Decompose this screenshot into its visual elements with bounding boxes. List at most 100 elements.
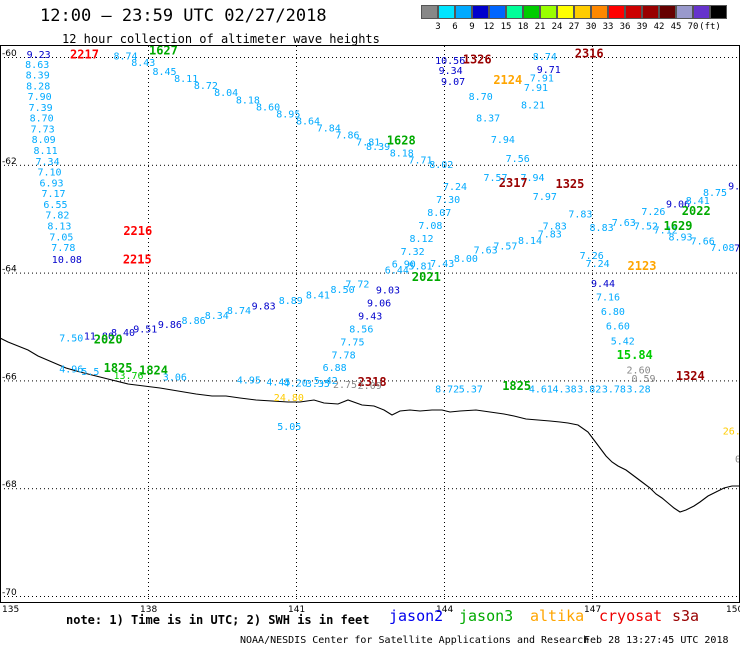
wave-height-label: 2.75: [333, 380, 357, 391]
wave-height-label: 8.74: [227, 306, 251, 317]
wave-height-label: 8.12: [409, 234, 433, 245]
wave-height-label: 8.11: [174, 74, 198, 85]
wave-height-label: 5.05: [277, 422, 301, 433]
wave-height-label: 4.38: [553, 384, 577, 395]
credit-line: NOAA/NESDIS Center for Satellite Applica…: [240, 635, 590, 646]
pass-time-label: 2215: [123, 252, 152, 266]
wave-height-label: 8.04: [214, 88, 238, 99]
wave-height-label: 6.88: [323, 363, 347, 374]
wave-height-label: 7.43: [430, 259, 454, 270]
pass-time-label: 2020: [94, 333, 123, 347]
latitude-label: -62: [2, 157, 17, 167]
colorbar-cell: [642, 5, 659, 19]
colorbar-cell: [710, 5, 727, 19]
wave-height-label: 7.26: [641, 207, 665, 218]
colorbar-label: 30: [585, 22, 597, 32]
pass-time-label: 2216: [123, 224, 152, 238]
wave-height-label: 6.93: [39, 178, 63, 189]
colorbar-cell: [438, 5, 455, 19]
wave-height-label: 24.80: [274, 393, 304, 404]
wave-height-label: 10.08: [52, 255, 82, 266]
wave-height-label: 8.56: [349, 324, 373, 335]
wave-height-label: 7.63: [474, 246, 498, 257]
wave-height-label: 2.60: [627, 365, 651, 376]
wave-height-label: 7.81: [356, 137, 380, 148]
wave-height-label: 8.86: [182, 316, 206, 327]
map-title: 12:00 – 23:59 UTC 02/27/2018: [40, 6, 327, 26]
wave-height-label: 8.74: [113, 52, 137, 63]
wave-height-label: 7.66: [691, 237, 715, 248]
wave-height-label: 7.73: [31, 124, 55, 135]
wave-height-label: 4.20: [284, 378, 308, 389]
colorbar-label: 12: [483, 22, 495, 32]
pass-time-label: 2123: [628, 259, 657, 273]
wave-height-label: 9.71: [537, 65, 561, 76]
wave-height-label: 3.78: [602, 384, 626, 395]
latitude-label: -64: [2, 265, 17, 275]
colorbar-label: 27: [568, 22, 580, 32]
wave-height-label: 6.44: [385, 266, 409, 277]
wave-height-label: 8.39: [366, 142, 390, 153]
longitude-label: 144: [436, 605, 453, 615]
colorbar-cell: [591, 5, 608, 19]
colorbar-label: 42: [653, 22, 665, 32]
wave-height-label: 3.06: [163, 372, 187, 383]
wave-height-label: 8.07: [427, 208, 451, 219]
wave-height-label: 4.61: [529, 384, 553, 395]
wave-height-label: 8.41: [306, 290, 330, 301]
wave-height-label: 8.50: [331, 285, 355, 296]
wave-height-label: 7.94: [520, 173, 544, 184]
wave-height-label: 8.64: [296, 116, 320, 127]
wave-height-label: 4.45: [266, 377, 290, 388]
wave-height-label: 2.09: [358, 381, 382, 392]
wave-height-label: 8.75: [703, 188, 727, 199]
wave-height-label: 10.56: [435, 56, 465, 67]
wave-height-label: 8.93: [668, 232, 692, 243]
pass-time-label: 1324: [676, 369, 705, 383]
wave-height-label: 7.97: [533, 192, 557, 203]
wave-height-label: 7.57: [483, 173, 507, 184]
wave-height-label: 8.37: [476, 114, 500, 125]
colorbar-label: 15: [500, 22, 512, 32]
pass-time-label: 2316: [575, 47, 604, 61]
wave-height-label: 7.56: [506, 154, 530, 165]
pass-time-label: 1325: [555, 177, 584, 191]
wave-height-colorbar: [421, 5, 727, 21]
colorbar-label: (ft): [699, 22, 721, 32]
pass-time-label: 1824: [139, 363, 168, 377]
wave-height-label: 4.96: [59, 364, 83, 375]
wave-height-label: 8.41: [686, 196, 710, 207]
wave-height-label: 8.13: [47, 221, 71, 232]
wave-height-label: 8.83: [590, 223, 614, 234]
wave-height-label: 8.89: [279, 296, 303, 307]
colorbar-label: 24: [551, 22, 563, 32]
legend-altika: altika: [530, 607, 585, 625]
pass-time-label: 1825: [104, 361, 133, 375]
wave-height-label: 8.00: [454, 254, 478, 265]
wave-height-label: 8.72: [435, 384, 459, 395]
wave-height-label: 7.72: [345, 280, 369, 291]
wave-height-label: 9.06: [367, 299, 391, 310]
colorbar-label: 36: [619, 22, 631, 32]
map-subtitle: 12 hour collection of altimeter wave hei…: [62, 32, 380, 46]
colorbar-label: 3: [435, 22, 441, 32]
wave-height-label: 7.08: [418, 221, 442, 232]
wave-height-label: 9.34: [439, 66, 463, 77]
colorbar-label: 70: [687, 22, 699, 32]
wave-height-label: 9.51: [133, 324, 157, 335]
wave-height-label: 3.82: [577, 384, 601, 395]
wave-height-label: 7.34: [36, 157, 60, 168]
wave-height-label: 8.95: [276, 109, 300, 120]
legend-jason2: jason2: [389, 607, 444, 625]
wave-height-label: 7.94: [491, 135, 515, 146]
colorbar-cell: [557, 5, 574, 19]
wave-height-label: 7.16: [596, 293, 620, 304]
wave-height-label: 9.9: [728, 182, 740, 193]
wave-height-label: 8.70: [469, 92, 493, 103]
colorbar-cell: [676, 5, 693, 19]
wave-height-label: 7.30: [436, 195, 460, 206]
wave-height-label: 8.11: [34, 146, 58, 157]
colorbar-label: 33: [602, 22, 614, 32]
pass-time-label: 2022: [682, 204, 711, 218]
pass-time-label: 1629: [664, 219, 693, 233]
